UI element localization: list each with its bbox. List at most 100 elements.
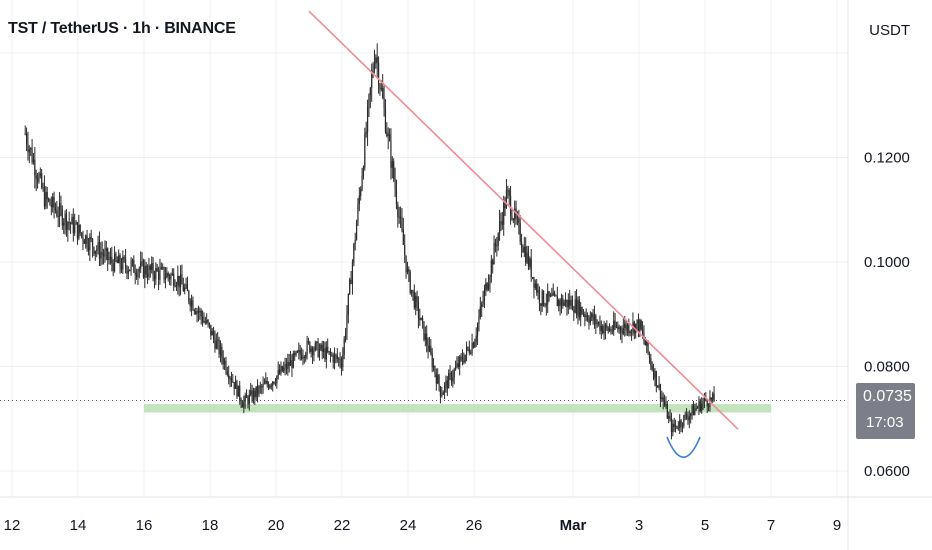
candle-body bbox=[558, 300, 560, 307]
candle-body bbox=[142, 261, 145, 278]
candle-body bbox=[541, 290, 543, 306]
candle-body bbox=[141, 261, 143, 263]
candle-body bbox=[31, 148, 33, 163]
candle-body bbox=[465, 347, 468, 355]
candle-body bbox=[58, 203, 61, 217]
candle-body bbox=[137, 271, 139, 277]
candle-body bbox=[663, 401, 666, 406]
candle-body bbox=[685, 414, 688, 418]
candle-body bbox=[617, 326, 619, 330]
candle-body bbox=[413, 291, 415, 308]
candle-body bbox=[233, 382, 235, 389]
candle-body bbox=[115, 253, 117, 260]
candle-body bbox=[415, 296, 417, 308]
candle-body bbox=[100, 252, 102, 259]
candle-body bbox=[229, 378, 231, 380]
candle-body bbox=[149, 265, 151, 270]
candle-body bbox=[393, 161, 395, 179]
candle-body bbox=[107, 248, 109, 260]
candle-body bbox=[486, 283, 488, 290]
candle-body bbox=[471, 343, 473, 354]
candle-body bbox=[272, 381, 274, 386]
candle-body bbox=[661, 397, 663, 400]
candle-body bbox=[42, 187, 44, 189]
candle-body bbox=[61, 209, 63, 226]
candle-body bbox=[476, 324, 479, 336]
candle-body bbox=[98, 241, 101, 259]
candle-body bbox=[604, 324, 607, 330]
candle-body bbox=[518, 218, 520, 223]
candle-body bbox=[406, 268, 409, 273]
candle-body bbox=[479, 306, 481, 317]
candle-body bbox=[218, 339, 220, 355]
candle-body bbox=[520, 242, 523, 248]
candle-body bbox=[207, 320, 209, 324]
candle-body bbox=[302, 357, 304, 359]
candle-body bbox=[60, 203, 62, 210]
candle-body bbox=[610, 328, 612, 332]
candle-body bbox=[626, 324, 629, 331]
candle-body bbox=[354, 240, 356, 244]
candle-body bbox=[344, 332, 347, 339]
candle-body bbox=[336, 355, 338, 359]
candle-body bbox=[122, 257, 124, 270]
candle-body bbox=[606, 324, 608, 328]
candle-body bbox=[382, 87, 384, 98]
candle-body bbox=[171, 273, 173, 275]
candle-body bbox=[236, 381, 238, 397]
candle-body bbox=[111, 256, 113, 264]
candle-body bbox=[46, 192, 48, 200]
candle-body bbox=[36, 178, 39, 182]
candle-body bbox=[553, 292, 556, 296]
candle-body bbox=[178, 275, 180, 288]
candle-body bbox=[174, 286, 176, 288]
candle-body bbox=[570, 300, 572, 306]
candle-body bbox=[281, 366, 283, 372]
candle-body bbox=[563, 302, 565, 306]
candle-body bbox=[556, 296, 558, 307]
candle-body bbox=[291, 359, 293, 368]
candle-body bbox=[487, 283, 490, 290]
candle-body bbox=[166, 273, 168, 278]
candle-body bbox=[467, 347, 469, 349]
candle-body bbox=[684, 414, 686, 416]
candle-body bbox=[490, 260, 492, 277]
candle-body bbox=[27, 143, 29, 153]
candle-body bbox=[591, 313, 593, 318]
candle-body bbox=[353, 243, 355, 263]
candle-body bbox=[688, 416, 690, 421]
candle-body bbox=[296, 351, 299, 353]
candle-body bbox=[361, 175, 363, 190]
candle-body bbox=[614, 320, 616, 328]
candle-body bbox=[357, 204, 359, 224]
candle-body bbox=[564, 299, 567, 303]
candle-body bbox=[505, 190, 508, 208]
candle-body bbox=[648, 352, 651, 358]
candle-body bbox=[276, 376, 278, 384]
candle-body bbox=[145, 265, 147, 275]
candle-body bbox=[277, 369, 279, 377]
candle-body bbox=[615, 326, 618, 328]
candle-body bbox=[527, 252, 530, 267]
candle-body bbox=[443, 384, 446, 393]
candle-body bbox=[622, 328, 624, 334]
candle-body bbox=[200, 310, 202, 317]
candle-body bbox=[342, 354, 344, 368]
candle-body bbox=[355, 223, 358, 241]
candle-body bbox=[160, 267, 162, 269]
candle-body bbox=[333, 354, 336, 363]
candle-body bbox=[470, 352, 472, 354]
candle-body bbox=[536, 283, 538, 293]
candle-body bbox=[79, 224, 81, 233]
candle-body bbox=[280, 366, 282, 374]
candle-body bbox=[710, 397, 712, 400]
candle-body bbox=[364, 133, 366, 169]
candle-body bbox=[298, 349, 300, 352]
candle-body bbox=[431, 353, 433, 368]
candle-body bbox=[163, 267, 165, 280]
candle-body bbox=[439, 386, 442, 397]
candle-body bbox=[409, 272, 411, 294]
candle-body bbox=[135, 274, 138, 277]
x-tick-label: 16 bbox=[136, 517, 153, 534]
